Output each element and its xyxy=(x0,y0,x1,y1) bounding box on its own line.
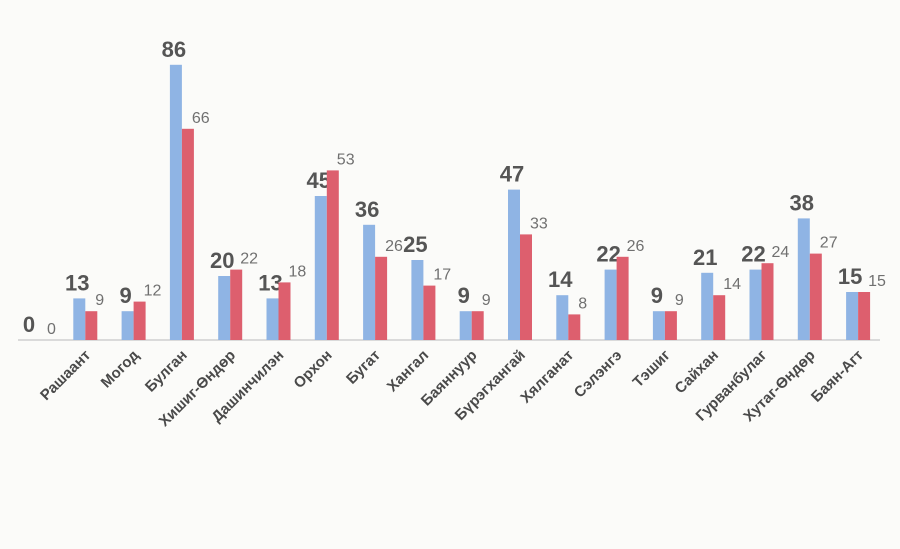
bar xyxy=(363,224,376,340)
value-label: 25 xyxy=(403,232,427,257)
value-label: 9 xyxy=(458,283,470,308)
x-tick-label: Хангал xyxy=(384,347,432,395)
value-label: 0 xyxy=(23,312,35,337)
value-label: 0 xyxy=(47,321,56,338)
value-label: 9 xyxy=(482,292,491,309)
value-label: 26 xyxy=(627,238,645,255)
value-label: 18 xyxy=(289,263,307,280)
bar xyxy=(846,292,859,340)
value-label: 27 xyxy=(820,235,838,252)
value-label: 9 xyxy=(651,283,663,308)
bar xyxy=(604,269,617,340)
bar xyxy=(749,269,762,340)
value-label: 15 xyxy=(838,264,862,289)
bar xyxy=(230,269,243,340)
value-label: 8 xyxy=(578,295,587,312)
value-label: 14 xyxy=(548,267,573,292)
bar xyxy=(459,311,472,340)
value-label: 86 xyxy=(162,37,186,62)
value-label: 13 xyxy=(65,270,89,295)
bar xyxy=(664,311,677,340)
x-tick-label: Баян-Агт xyxy=(808,347,867,406)
bar xyxy=(314,196,327,340)
bar xyxy=(568,314,581,340)
bar xyxy=(809,253,822,340)
x-tick-label: Могод xyxy=(98,346,143,391)
bar xyxy=(326,170,339,340)
x-tick-label: Орхон xyxy=(290,347,335,392)
value-label: 38 xyxy=(790,190,814,215)
bar xyxy=(471,311,484,340)
value-label: 66 xyxy=(192,110,210,127)
bar xyxy=(797,218,810,340)
bar xyxy=(169,64,182,341)
x-tick-label: Бугат xyxy=(343,347,384,388)
bar xyxy=(375,256,388,340)
bar xyxy=(858,292,871,340)
bar xyxy=(411,260,424,340)
bar xyxy=(701,272,714,340)
value-label: 21 xyxy=(693,245,717,270)
bar xyxy=(652,311,665,340)
value-label: 12 xyxy=(144,283,162,300)
value-label: 15 xyxy=(868,273,886,290)
value-label: 9 xyxy=(119,283,131,308)
value-label: 33 xyxy=(530,215,548,232)
bar xyxy=(133,301,146,340)
value-label: 26 xyxy=(385,238,403,255)
bar xyxy=(520,234,532,340)
bar xyxy=(556,295,569,340)
bar xyxy=(73,298,86,340)
value-label: 22 xyxy=(741,242,765,267)
value-label: 24 xyxy=(772,244,790,261)
x-tick-label: Булган xyxy=(142,347,191,396)
value-label: 47 xyxy=(500,162,524,187)
bar xyxy=(423,285,436,340)
value-label: 9 xyxy=(675,292,684,309)
bar xyxy=(85,311,98,340)
value-label: 9 xyxy=(95,292,104,309)
x-tick-label: Тэшиг xyxy=(630,347,674,391)
bar xyxy=(121,311,134,340)
x-tick-label: Рашаант xyxy=(37,347,94,404)
x-tick-label: Хялганат xyxy=(517,347,577,407)
bar xyxy=(278,282,291,340)
value-label: 36 xyxy=(355,197,379,222)
bar xyxy=(713,295,726,340)
value-label: 14 xyxy=(723,276,741,293)
value-label: 20 xyxy=(210,248,234,273)
bar xyxy=(616,256,629,340)
bar xyxy=(266,298,279,340)
bar xyxy=(181,128,194,340)
value-label: 53 xyxy=(337,151,355,168)
bar xyxy=(218,276,231,340)
bar xyxy=(761,263,774,340)
value-label: 17 xyxy=(433,267,451,284)
bar xyxy=(508,189,520,340)
x-tick-label: Сэлэнгэ xyxy=(571,347,626,402)
value-label: 22 xyxy=(240,251,258,268)
